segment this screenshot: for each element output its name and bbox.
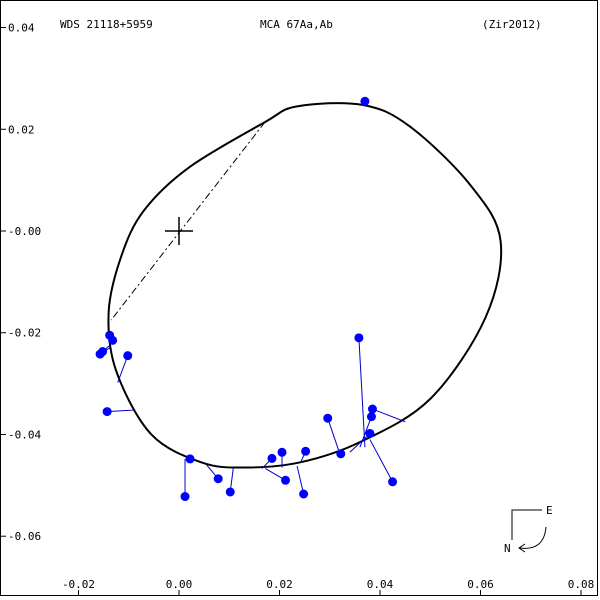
observation-point [354,333,364,343]
residual-line [349,433,371,453]
orbit-ellipse [107,102,503,469]
observation-point [281,475,291,485]
observation-point [388,477,398,487]
x-tick-label: 0.02 [266,578,293,591]
compass-arrowhead-icon [518,543,526,553]
compass-arrow-icon [519,526,547,549]
axis-ticks: -0.02 0.00 0.02 0.04 0.06 0.08 0.04 0.02 -0.00 -0… [1,22,594,595]
observation-point [267,453,277,463]
compass-east-label: E [546,504,553,517]
observation-point [185,454,195,464]
reference-label: (Zir2012) [482,18,542,31]
observation-point [299,489,309,499]
x-tick-label: 0.06 [467,578,494,591]
observation-point [225,487,235,497]
x-tick-label: 0.08 [568,578,595,591]
x-tick-label: 0.04 [367,578,394,591]
wds-designation: WDS 21118+5959 [60,18,153,31]
observation-point [102,407,112,417]
observation-point [367,404,377,414]
residual-line [296,465,305,495]
y-tick-label: -0.00 [8,225,41,238]
observation-point [323,413,333,423]
observation-point [123,351,133,361]
observation-point [277,447,287,457]
observation-point [336,449,346,459]
observation-point [213,474,223,484]
residual-line [117,355,129,383]
y-tick-label: -0.02 [8,327,41,340]
residual-line [358,337,366,448]
observation-point [360,96,370,106]
observation-point [301,446,311,456]
observation-point [365,428,375,438]
y-tick-label: -0.04 [8,428,41,441]
system-name: MCA 67Aa,Ab [260,18,333,31]
y-tick-label: 0.02 [8,123,35,136]
line-of-nodes [110,121,266,321]
observation-point [180,492,190,502]
orbit-layer [107,102,503,469]
x-tick-label: 0.00 [166,578,193,591]
residual-line [372,408,406,423]
observation-layer [95,96,398,502]
y-tick-label: -0.06 [8,530,41,543]
x-tick-label: -0.02 [62,578,95,591]
residual-layer [99,101,406,497]
residual-line [327,418,341,454]
compass-north-label: N [504,542,511,555]
residual-line [369,439,394,483]
compass-indicator: E N [504,504,553,555]
observation-point [105,330,115,340]
observation-point [366,412,376,422]
compass-axes [511,509,542,540]
residual-line [359,416,372,448]
observation-point [95,349,105,359]
y-tick-label: 0.04 [8,22,35,35]
